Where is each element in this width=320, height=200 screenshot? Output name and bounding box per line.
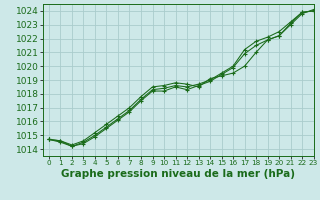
X-axis label: Graphe pression niveau de la mer (hPa): Graphe pression niveau de la mer (hPa)	[61, 169, 295, 179]
